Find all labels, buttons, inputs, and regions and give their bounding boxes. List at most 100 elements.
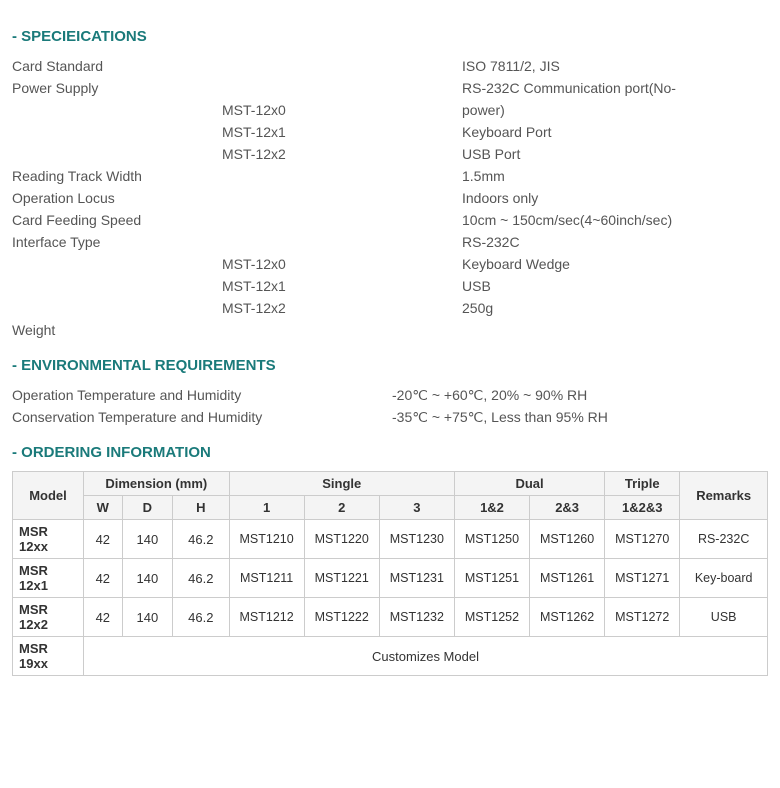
cell-single-2: MST1220 <box>304 520 379 559</box>
spec-variant: MST-12x1 <box>222 275 462 297</box>
spec-variant <box>222 231 462 253</box>
env-label: Operation Temperature and Humidity <box>12 384 392 406</box>
cell-dual-12: MST1250 <box>454 520 529 559</box>
spec-value: 250g <box>462 297 768 319</box>
cell-custom: Customizes Model <box>84 637 768 676</box>
cell-remarks: Key-board <box>680 559 768 598</box>
cell-single-3: MST1230 <box>379 520 454 559</box>
cell-remarks: RS-232C <box>680 520 768 559</box>
spec-variant <box>222 209 462 231</box>
cell-d: 140 <box>122 598 173 637</box>
table-header-row: Model Dimension (mm) Single Dual Triple … <box>13 472 768 496</box>
spec-label <box>12 143 222 165</box>
cell-triple: MST1270 <box>605 520 680 559</box>
spec-label <box>12 297 222 319</box>
cell-model: MSR 19xx <box>13 637 84 676</box>
th-model: Model <box>13 472 84 520</box>
th-23: 2&3 <box>530 496 605 520</box>
spec-value <box>462 319 768 341</box>
th-h: H <box>173 496 229 520</box>
spec-variant: MST-12x1 <box>222 121 462 143</box>
order-table: Model Dimension (mm) Single Dual Triple … <box>12 471 768 676</box>
spec-value: Keyboard Wedge <box>462 253 768 275</box>
table-row: MSR 12x2 42 140 46.2 MST1212 MST1222 MST… <box>13 598 768 637</box>
cell-h: 46.2 <box>173 559 229 598</box>
cell-d: 140 <box>122 520 173 559</box>
th-dimension: Dimension (mm) <box>84 472 230 496</box>
th-single: Single <box>229 472 454 496</box>
spec-variant <box>222 187 462 209</box>
cell-triple: MST1272 <box>605 598 680 637</box>
spec-label <box>12 99 222 121</box>
spec-label <box>12 253 222 275</box>
spec-label: Card Standard <box>12 55 222 77</box>
cell-single-3: MST1231 <box>379 559 454 598</box>
spec-value: USB Port <box>462 143 768 165</box>
cell-h: 46.2 <box>173 598 229 637</box>
cell-single-1: MST1212 <box>229 598 304 637</box>
cell-single-3: MST1232 <box>379 598 454 637</box>
cell-dual-12: MST1252 <box>454 598 529 637</box>
spec-variant <box>222 55 462 77</box>
env-heading: - ENVIRONMENTAL REQUIREMENTS <box>12 357 768 374</box>
th-w: W <box>84 496 123 520</box>
spec-col-variants: MST-12x0 MST-12x1 MST-12x2 MST-12x0 MST-… <box>222 55 462 341</box>
env-label: Conservation Temperature and Humidity <box>12 406 392 428</box>
th-triple: Triple <box>605 472 680 496</box>
cell-dual-23: MST1260 <box>530 520 605 559</box>
spec-value: power) <box>462 99 768 121</box>
spec-label: Power Supply <box>12 77 222 99</box>
th-3: 3 <box>379 496 454 520</box>
env-row: Operation Temperature and Humidity -20℃ … <box>12 384 768 406</box>
specs-heading: - SPECIEICATIONS <box>12 28 768 45</box>
th-123: 1&2&3 <box>605 496 680 520</box>
spec-value: USB <box>462 275 768 297</box>
th-d: D <box>122 496 173 520</box>
spec-grid: Card Standard Power Supply Reading Track… <box>12 55 768 341</box>
spec-variant: MST-12x0 <box>222 253 462 275</box>
spec-label <box>12 275 222 297</box>
spec-value: RS-232C <box>462 231 768 253</box>
spec-variant <box>222 319 462 341</box>
cell-single-1: MST1210 <box>229 520 304 559</box>
spec-value: ISO 7811/2, JIS <box>462 55 768 77</box>
spec-label: Card Feeding Speed <box>12 209 222 231</box>
cell-triple: MST1271 <box>605 559 680 598</box>
th-1: 1 <box>229 496 304 520</box>
cell-remarks: USB <box>680 598 768 637</box>
th-remarks: Remarks <box>680 472 768 520</box>
cell-d: 140 <box>122 559 173 598</box>
env-value: -35℃ ~ +75℃, Less than 95% RH <box>392 406 768 428</box>
cell-model: MSR 12x1 <box>13 559 84 598</box>
spec-label: Operation Locus <box>12 187 222 209</box>
spec-variant: MST-12x2 <box>222 143 462 165</box>
cell-w: 42 <box>84 559 123 598</box>
spec-label <box>12 121 222 143</box>
spec-value: 10cm ~ 150cm/sec(4~60inch/sec) <box>462 209 768 231</box>
cell-dual-23: MST1262 <box>530 598 605 637</box>
order-heading: - ORDERING INFORMATION <box>12 444 768 461</box>
th-12: 1&2 <box>454 496 529 520</box>
cell-model: MSR 12xx <box>13 520 84 559</box>
spec-variant <box>222 77 462 99</box>
cell-w: 42 <box>84 598 123 637</box>
env-row: Conservation Temperature and Humidity -3… <box>12 406 768 428</box>
spec-value: Indoors only <box>462 187 768 209</box>
table-row: MSR 12xx 42 140 46.2 MST1210 MST1220 MST… <box>13 520 768 559</box>
th-dual: Dual <box>454 472 604 496</box>
table-subheader-row: W D H 1 2 3 1&2 2&3 1&2&3 <box>13 496 768 520</box>
spec-value: RS-232C Communication port(No- <box>462 77 768 99</box>
spec-label: Weight <box>12 319 222 341</box>
cell-single-1: MST1211 <box>229 559 304 598</box>
env-value: -20℃ ~ +60℃, 20% ~ 90% RH <box>392 384 768 406</box>
spec-value: 1.5mm <box>462 165 768 187</box>
spec-col-labels: Card Standard Power Supply Reading Track… <box>12 55 222 341</box>
spec-label: Interface Type <box>12 231 222 253</box>
cell-dual-23: MST1261 <box>530 559 605 598</box>
spec-variant: MST-12x2 <box>222 297 462 319</box>
spec-col-values: ISO 7811/2, JIS RS-232C Communication po… <box>462 55 768 341</box>
cell-dual-12: MST1251 <box>454 559 529 598</box>
table-row: MSR 12x1 42 140 46.2 MST1211 MST1221 MST… <box>13 559 768 598</box>
spec-value: Keyboard Port <box>462 121 768 143</box>
cell-single-2: MST1221 <box>304 559 379 598</box>
